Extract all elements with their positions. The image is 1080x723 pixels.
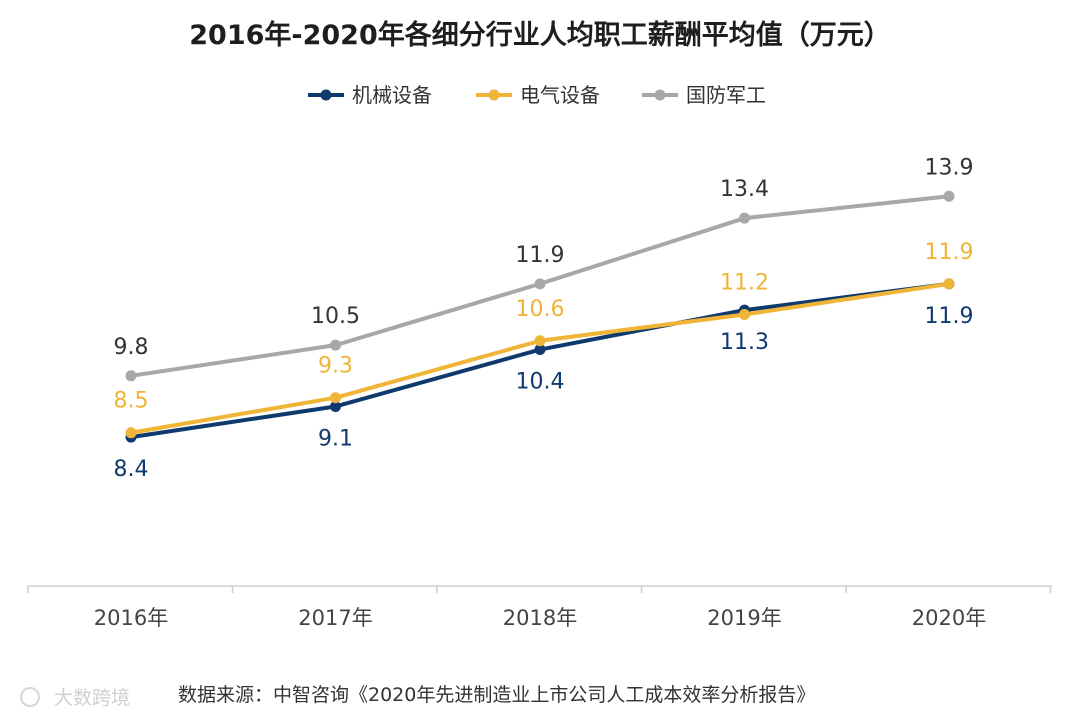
- data-label: 10.4: [516, 370, 565, 395]
- data-label: 13.9: [925, 155, 974, 180]
- x-tick-label: 2017年: [298, 606, 372, 630]
- data-label: 9.1: [318, 426, 353, 451]
- x-tick-label: 2020年: [912, 606, 986, 630]
- chart-title: 2016年-2020年各细分行业人均职工薪酬平均值（万元）: [189, 19, 891, 51]
- data-label: 9.3: [318, 354, 353, 379]
- data-label: 13.4: [720, 177, 769, 202]
- series-group: [125, 190, 955, 443]
- data-label: 10.6: [516, 297, 565, 322]
- data-point[interactable]: [534, 344, 546, 356]
- legend-swatch-marker: [320, 89, 332, 101]
- data-label: 10.5: [311, 304, 360, 329]
- data-label: 9.8: [114, 335, 149, 360]
- data-point[interactable]: [739, 309, 750, 321]
- legend-label: 国防军工: [686, 83, 766, 107]
- source-note: 数据来源：中智咨询《2020年先进制造业上市公司人工成本效率分析报告》: [178, 684, 815, 706]
- data-label: 8.4: [114, 457, 149, 482]
- data-point[interactable]: [534, 335, 546, 347]
- data-point[interactable]: [739, 212, 750, 224]
- data-point[interactable]: [330, 400, 341, 412]
- data-label: 11.2: [720, 271, 769, 296]
- data-label: 11.3: [720, 330, 769, 355]
- x-tick-label: 2016年: [94, 606, 168, 630]
- data-label: 8.5: [114, 389, 149, 414]
- watermark-text: 大数跨境: [54, 687, 130, 709]
- data-point[interactable]: [125, 427, 137, 439]
- data-point[interactable]: [943, 190, 955, 202]
- legend: 机械设备 电气设备 国防军工: [308, 83, 766, 107]
- data-point[interactable]: [943, 278, 955, 290]
- data-point[interactable]: [534, 278, 546, 290]
- legend-swatch-marker: [488, 89, 500, 101]
- data-point[interactable]: [330, 392, 341, 404]
- watermark: 大数跨境: [20, 687, 130, 709]
- data-point[interactable]: [125, 370, 137, 382]
- x-tick-label: 2018年: [503, 606, 577, 630]
- legend-item[interactable]: 国防军工: [642, 83, 766, 107]
- legend-item[interactable]: 电气设备: [476, 83, 600, 107]
- x-axis: 2016年 2017年 2018年 2019年 2020年: [27, 586, 1052, 630]
- data-label: 11.9: [516, 243, 565, 268]
- data-labels: 8.4 9.1 10.4 11.3 11.9 8.5 9.3 10.6 11.2 11.9 9.8 1…: [114, 155, 974, 482]
- legend-label: 机械设备: [352, 83, 432, 107]
- legend-label: 电气设备: [520, 83, 600, 107]
- watermark-logo-icon: [20, 687, 40, 707]
- legend-swatch-marker: [654, 89, 666, 101]
- x-tick-label: 2019年: [707, 606, 781, 630]
- legend-item[interactable]: 机械设备: [308, 83, 432, 107]
- data-label: 11.9: [925, 240, 974, 265]
- data-label: 11.9: [925, 304, 974, 329]
- data-point[interactable]: [330, 339, 341, 351]
